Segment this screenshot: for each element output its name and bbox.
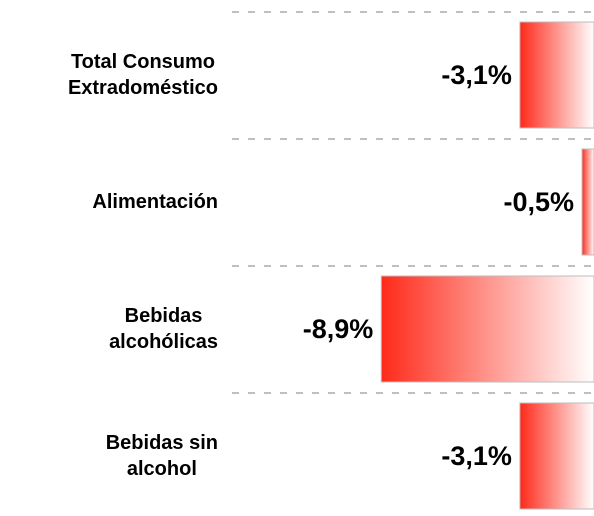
value-label: -3,1%: [0, 22, 512, 128]
bar: [380, 275, 594, 383]
category-label-text: Alimentación: [92, 191, 218, 213]
value-label: -0,5%: [0, 149, 575, 255]
category-label: Alimentación: [0, 149, 218, 255]
bar: [581, 148, 594, 256]
bar: [519, 21, 594, 129]
category-label: Bebidas alcohólicas: [0, 276, 218, 382]
value-label: -3,1%: [0, 403, 512, 509]
value-label-text: -0,5%: [503, 186, 575, 217]
category-label: Bebidas sin alcohol: [0, 403, 218, 509]
category-label-text: Bebidas alcohólicas: [109, 305, 218, 353]
category-label: Total Consumo Extradoméstico: [0, 22, 218, 128]
bar: [519, 402, 594, 510]
value-label-text: -3,1%: [441, 59, 512, 90]
category-label-text: Total Consumo Extradoméstico: [67, 51, 218, 99]
value-label-text: -3,1%: [441, 440, 512, 471]
value-label-text: -8,9%: [302, 313, 374, 344]
category-label-text: Bebidas sin alcohol: [105, 432, 218, 480]
value-label: -8,9%: [0, 276, 374, 382]
